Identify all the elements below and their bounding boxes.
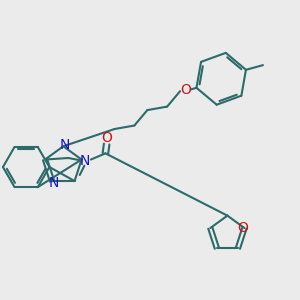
Text: O: O — [101, 131, 112, 146]
Text: O: O — [180, 83, 191, 97]
Text: O: O — [238, 221, 248, 235]
Text: N: N — [48, 176, 59, 190]
Text: N: N — [60, 138, 70, 152]
Text: N: N — [80, 154, 91, 168]
